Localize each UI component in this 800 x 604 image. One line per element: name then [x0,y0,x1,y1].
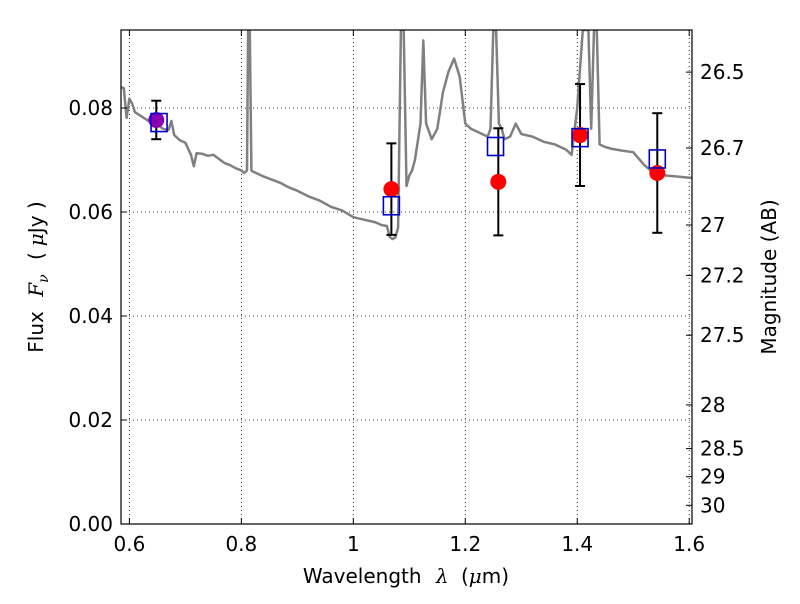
x-tick-label: 0.6 [113,532,145,556]
y2-tick-label: 28.5 [700,437,745,461]
model-spectrum [121,30,692,241]
plot-frame [120,29,693,525]
model-spectrum-line [121,30,692,241]
y-tick-label: 0.00 [68,512,113,536]
y-tick-label: 0.06 [68,200,113,224]
model-photometry-point [150,112,168,133]
y2-tick-label: 26.5 [700,60,745,84]
x-tick-label: 1.4 [561,532,593,556]
y2-tick-label: 30 [700,493,725,517]
y2-axis-ticks: 26.5 26.7 27 27.2 27.5 28 28.5 29 30 [686,60,745,517]
y-tick-label: 0.02 [68,408,113,432]
y2-tick-label: 26.7 [700,136,745,160]
y2-tick-label: 27.2 [700,263,745,287]
model-photometry-point [486,136,505,157]
x-tick-label: 1.6 [673,532,705,556]
y-tick-label: 0.08 [68,96,113,120]
observed-point [383,181,400,198]
x-tick-label: 0.8 [225,532,257,556]
y-axis-label: Flux Fν (μJy ) [24,201,53,352]
observed-point [649,165,666,181]
model-photometry-point [648,149,667,169]
observed-point [572,127,589,144]
observed-points [148,111,666,198]
y2-tick-label: 29 [700,465,725,489]
y2-tick-label: 27.5 [700,323,745,347]
x-axis-label: Wavelength λ (μm) [303,564,509,588]
model-photometry-point [382,195,401,216]
grid [121,30,692,524]
y2-axis-label: Magnitude (AB) [757,199,781,354]
observed-point [148,111,165,128]
x-tick-label: 1.2 [449,532,481,556]
x-axis-ticks: 0.6 0.8 1 1.2 1.4 1.6 [113,30,705,556]
y2-tick-label: 27 [700,213,725,237]
observed-point [490,173,507,190]
y2-tick-label: 28 [700,393,725,417]
x-tick-label: 1 [347,532,360,556]
model-photometry-point [571,127,589,148]
y-tick-label: 0.04 [68,304,113,328]
model-photometry-points [150,112,667,216]
y-axis-ticks: 0.00 0.02 0.04 0.06 0.08 [68,96,127,536]
